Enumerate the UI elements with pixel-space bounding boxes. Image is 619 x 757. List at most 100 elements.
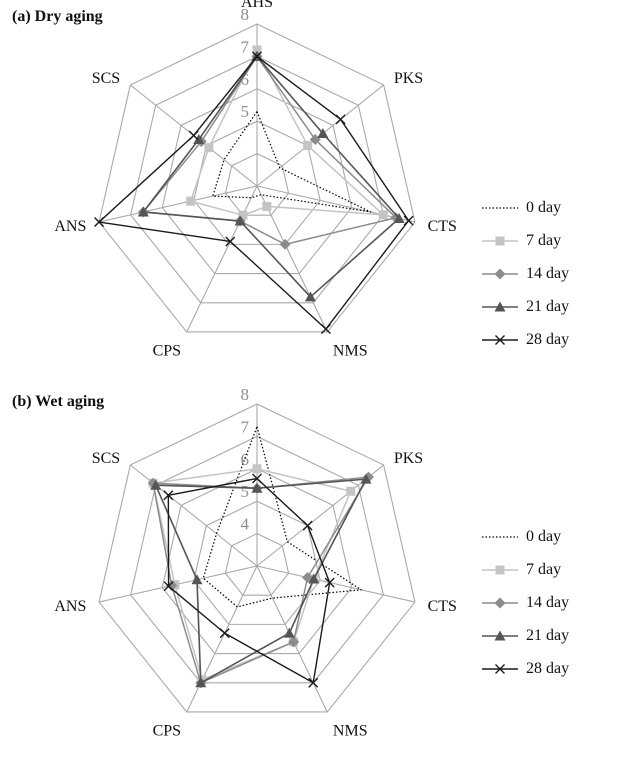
series-21-day xyxy=(150,473,372,688)
tick-label: 5 xyxy=(241,482,250,501)
legend-item-28-day: 28 day xyxy=(480,327,619,360)
data-point xyxy=(279,238,291,250)
axis-label: CTS xyxy=(428,218,457,235)
series-line xyxy=(142,55,400,298)
grid-ring xyxy=(161,88,353,275)
data-point xyxy=(188,130,199,141)
legend-swatch-icon xyxy=(482,565,518,575)
series-7-day xyxy=(148,464,356,685)
data-point xyxy=(234,215,246,226)
data-point xyxy=(302,572,314,584)
data-point xyxy=(308,677,319,688)
tick-label: 7 xyxy=(241,37,250,56)
series-line xyxy=(152,476,370,684)
data-point xyxy=(360,473,372,484)
grid-ring xyxy=(98,403,416,713)
axis-label: CTS xyxy=(428,598,457,615)
legend-marker xyxy=(494,630,506,641)
legend-swatch-icon xyxy=(482,664,518,674)
data-point xyxy=(403,215,414,226)
chart-panel-dry-aging: (a) Dry aging 5 6 7 8 AHS PKS CTS NMS CPS ANS SCS … xyxy=(0,0,619,370)
legend-marker xyxy=(495,664,505,674)
legend-item-0-day: 0 day xyxy=(480,524,619,557)
series-14-day xyxy=(147,471,374,689)
data-point xyxy=(252,464,262,474)
legend-item-14-day: 14 day xyxy=(480,261,619,294)
legend-label: 7 day xyxy=(526,561,562,578)
data-point xyxy=(225,236,236,247)
data-point xyxy=(262,201,272,211)
data-point xyxy=(324,577,335,588)
legend-item-14-day: 14 day xyxy=(480,590,619,623)
data-point xyxy=(393,212,405,223)
legend-label: 21 day xyxy=(526,298,570,315)
grid-ring xyxy=(161,468,353,655)
radar-grid xyxy=(98,403,416,713)
series-0-day xyxy=(202,426,362,608)
legend-swatch-icon xyxy=(482,207,518,209)
series-line xyxy=(142,55,397,246)
tick-label: 6 xyxy=(241,70,250,89)
legend-marker xyxy=(494,301,506,312)
legend-item-21-day: 21 day xyxy=(480,294,619,327)
tick-label: 6 xyxy=(241,450,250,469)
data-point xyxy=(150,479,162,490)
data-point xyxy=(163,490,174,501)
axis-label: PKS xyxy=(394,70,423,87)
spoke-line xyxy=(186,185,258,333)
axis-label: ANS xyxy=(54,598,86,615)
data-point xyxy=(204,143,214,153)
spoke-line xyxy=(186,565,258,713)
data-point xyxy=(283,627,295,638)
data-point xyxy=(317,127,329,138)
data-point xyxy=(302,520,313,531)
legend-marker xyxy=(495,335,505,345)
spoke-line xyxy=(98,185,258,223)
legend-label: 28 day xyxy=(526,660,570,677)
chart-title: (a) Dry aging xyxy=(12,8,103,25)
data-point xyxy=(252,51,262,62)
data-point xyxy=(308,573,320,584)
legend-item-7-day: 7 day xyxy=(480,228,619,261)
grid-ring xyxy=(193,500,321,625)
series-28-day xyxy=(163,473,335,688)
data-point xyxy=(288,636,300,648)
data-point xyxy=(163,581,174,592)
radar-grid xyxy=(98,23,416,333)
series-line xyxy=(98,55,410,330)
axis-label: NMS xyxy=(333,723,368,740)
axis-label: SCS xyxy=(92,450,120,467)
data-point xyxy=(309,134,321,146)
data-point xyxy=(195,677,207,688)
data-point xyxy=(251,482,263,493)
data-point xyxy=(252,45,262,55)
axis-label: AHS xyxy=(241,0,273,11)
tick-label: 4 xyxy=(241,515,250,534)
axis-label: SCS xyxy=(92,70,120,87)
data-point xyxy=(238,210,248,220)
axis-label: NMS xyxy=(333,343,368,360)
grid-ring xyxy=(130,55,384,304)
data-point xyxy=(94,217,105,228)
tick-label: 5 xyxy=(241,102,250,121)
spoke-line xyxy=(256,185,416,223)
data-point xyxy=(137,206,149,217)
data-point xyxy=(378,210,388,220)
legend-label: 14 day xyxy=(526,594,570,611)
data-point xyxy=(304,291,316,302)
legend-marker xyxy=(494,268,506,280)
axis-label: CPS xyxy=(153,723,181,740)
legend-item-0-day: 0 day xyxy=(480,195,619,228)
data-point xyxy=(191,574,203,585)
series-line xyxy=(189,49,385,216)
series-28-day xyxy=(94,51,414,335)
series-21-day xyxy=(137,50,405,302)
grid-ring xyxy=(224,532,290,596)
legend-item-7-day: 7 day xyxy=(480,557,619,590)
legend-marker xyxy=(494,597,506,609)
data-point xyxy=(346,486,356,496)
legend-swatch-icon xyxy=(482,630,518,641)
